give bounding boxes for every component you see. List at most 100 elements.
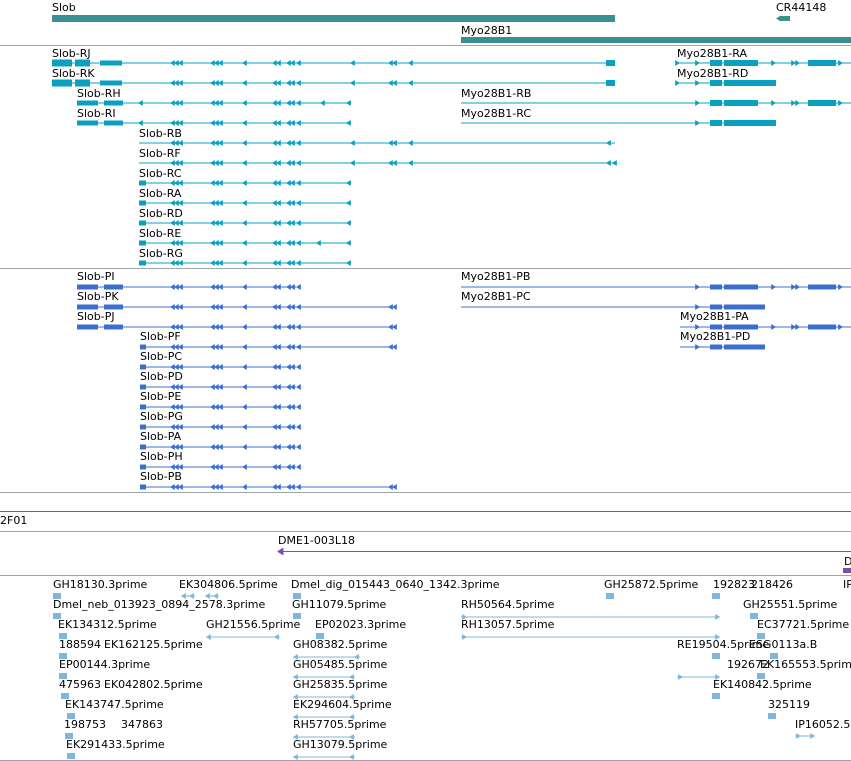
protein-slob-pa[interactable] [140, 444, 301, 450]
strand-left-arrow [174, 424, 179, 430]
strand-right-arrow [810, 733, 815, 739]
protein-slob-pb[interactable] [140, 484, 397, 490]
strand-left-arrow [174, 220, 179, 226]
transcript-slob-rc[interactable] [139, 180, 351, 186]
est-label-dmel-neb-013923-0894-2578-3prime-7: Dmel_neb_013923_0894_2578.3prime [53, 598, 266, 611]
est-label-ek042802-5prime-26: EK042802.5prime [104, 678, 203, 691]
est-feature[interactable] [53, 613, 61, 619]
strand-left-arrow [276, 80, 281, 86]
protein-myo28b1-pc[interactable] [461, 304, 765, 310]
est-feature[interactable] [181, 593, 195, 599]
strand-right-arrow [695, 60, 700, 66]
strand-left-arrow [218, 324, 223, 330]
est-feature[interactable] [293, 674, 355, 680]
protein-slob-pd[interactable] [140, 384, 301, 390]
protein-slob-ph[interactable] [140, 464, 301, 470]
transcript-slob-rb[interactable] [139, 140, 615, 146]
transcript-slob-rj[interactable] [52, 59, 615, 67]
protein-slob-pg[interactable] [140, 424, 301, 430]
strand-right-arrow [771, 284, 776, 290]
strand-left-arrow [213, 593, 218, 599]
transcript-label-slob-rd: Slob-RD [139, 207, 183, 220]
transcript-myo28b1-ra[interactable] [675, 60, 851, 66]
est-block [59, 673, 67, 679]
est-feature[interactable] [712, 693, 720, 699]
est-feature[interactable] [206, 634, 280, 640]
transcript-myo28b1-rb[interactable] [461, 100, 851, 106]
est-feature[interactable] [59, 633, 67, 639]
est-feature[interactable] [59, 653, 67, 659]
exon-block [710, 80, 722, 86]
strand-left-arrow [286, 60, 291, 66]
est-feature[interactable] [750, 613, 758, 619]
est-feature[interactable] [59, 673, 67, 679]
est-feature[interactable] [770, 653, 778, 659]
est-feature[interactable] [293, 734, 355, 740]
transcript-slob-ra[interactable] [139, 200, 351, 206]
strand-left-arrow [174, 260, 179, 266]
est-label-ek165553-5prim-24: EK165553.5prim [760, 658, 851, 671]
exon-block [75, 79, 90, 87]
transcript-slob-rf[interactable] [139, 160, 617, 166]
est-feature[interactable] [293, 613, 301, 619]
protein-slob-pf[interactable] [140, 344, 397, 350]
strand-left-arrow [296, 304, 301, 310]
est-feature[interactable] [67, 713, 75, 719]
est-feature[interactable] [712, 653, 720, 659]
strand-left-arrow [293, 754, 298, 760]
transcript-slob-re[interactable] [139, 240, 351, 246]
est-feature[interactable] [795, 733, 815, 739]
protein-slob-pk[interactable] [77, 304, 397, 310]
est-feature[interactable] [677, 674, 720, 680]
strand-left-arrow [214, 384, 219, 390]
transcript-slob-rk[interactable] [52, 79, 615, 87]
est-feature[interactable] [293, 694, 355, 700]
clone-dme1-003l18[interactable] [277, 547, 851, 556]
strand-left-arrow [178, 384, 183, 390]
transcript-myo28b1-rc[interactable] [461, 120, 776, 126]
est-feature[interactable] [461, 614, 720, 620]
est-feature[interactable] [757, 673, 765, 679]
transcript-slob-ri[interactable] [77, 120, 351, 126]
est-feature[interactable] [293, 754, 355, 760]
protein-label-myo28b1-pb: Myo28B1-PB [461, 270, 531, 283]
track-separator [0, 268, 851, 269]
est-feature[interactable] [293, 654, 360, 660]
transcript-slob-rh[interactable] [77, 100, 351, 106]
strand-left-arrow [392, 324, 397, 330]
est-feature[interactable] [53, 593, 61, 599]
est-feature[interactable] [461, 634, 720, 640]
est-feature[interactable] [757, 633, 765, 639]
est-feature[interactable] [67, 753, 75, 759]
est-feature[interactable] [293, 714, 355, 720]
strand-right-arrow [838, 324, 843, 330]
protein-myo28b1-pb[interactable] [461, 284, 851, 290]
protein-myo28b1-pd[interactable] [680, 344, 765, 350]
gene-block [780, 16, 790, 21]
strand-left-arrow [286, 180, 291, 186]
est-feature[interactable] [61, 693, 69, 699]
strand-left-arrow [210, 464, 215, 470]
strand-left-arrow [346, 200, 351, 206]
protein-slob-pe[interactable] [140, 404, 301, 410]
est-feature[interactable] [768, 713, 776, 719]
est-block [67, 753, 75, 759]
protein-myo28b1-pa[interactable] [680, 324, 851, 330]
transcript-slob-rg[interactable] [139, 260, 351, 266]
transcript-slob-rd[interactable] [139, 220, 351, 226]
protein-slob-pj[interactable] [77, 324, 397, 330]
exon-block [139, 240, 146, 246]
protein-slob-pc[interactable] [140, 364, 301, 370]
est-feature[interactable] [65, 733, 73, 739]
est-feature[interactable] [205, 593, 219, 599]
strand-right-arrow [675, 80, 680, 86]
protein-label-slob-pj: Slob-PJ [77, 310, 115, 323]
est-feature[interactable] [316, 633, 324, 639]
est-feature[interactable] [606, 593, 614, 599]
strand-left-arrow [349, 674, 354, 680]
gene-bar-cr44148[interactable] [776, 15, 790, 22]
est-feature[interactable] [712, 593, 720, 599]
est-feature[interactable] [293, 593, 301, 599]
transcript-myo28b1-rd[interactable] [675, 80, 776, 86]
protein-slob-pi[interactable] [77, 284, 301, 290]
